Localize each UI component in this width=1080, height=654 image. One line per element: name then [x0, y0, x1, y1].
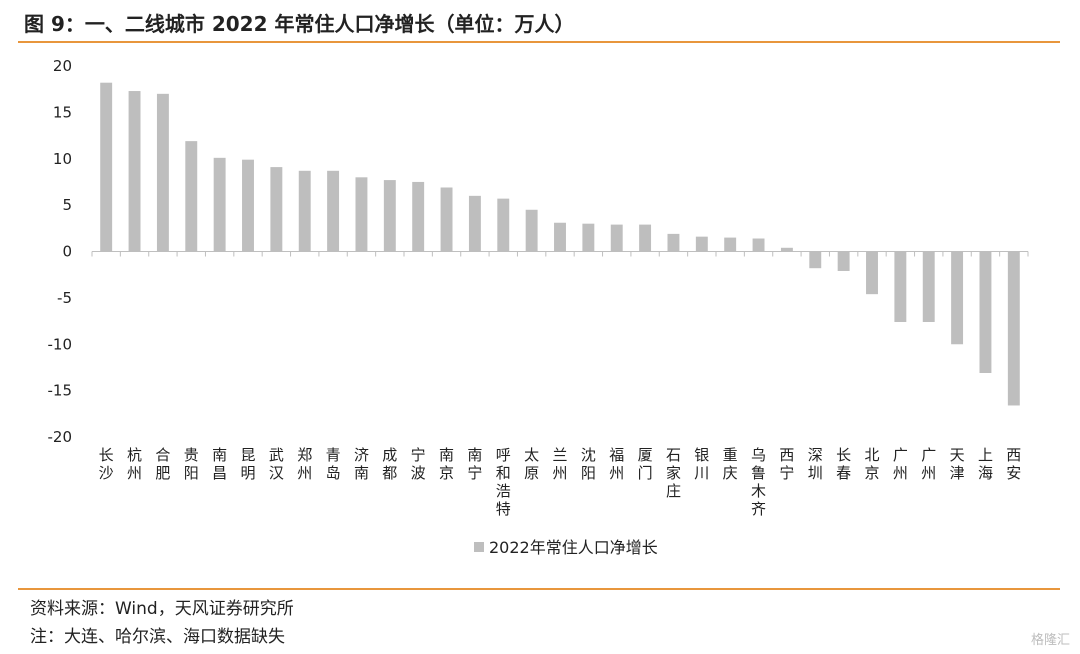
- category-label: 南昌: [212, 446, 227, 482]
- y-tick-label: -10: [48, 335, 73, 353]
- bar: [440, 187, 453, 252]
- y-tick-label: 15: [53, 103, 72, 121]
- bar: [922, 251, 935, 322]
- bar: [809, 251, 822, 269]
- source-note: 资料来源：Wind，天风证券研究所: [30, 599, 294, 619]
- bar: [383, 180, 396, 252]
- watermark-logo: 格隆汇: [1030, 633, 1070, 648]
- category-label: 长春: [836, 446, 851, 482]
- category-label: 上海: [978, 446, 993, 482]
- category-label: 石家庄: [666, 446, 681, 500]
- category-label: 兰州: [552, 446, 567, 482]
- category-label: 福州: [609, 446, 624, 482]
- title-divider: [18, 41, 1060, 43]
- legend-swatch: [474, 542, 484, 552]
- bar: [156, 93, 169, 252]
- bar: [667, 233, 680, 252]
- category-label: 宁波: [411, 446, 426, 482]
- category-label: 呼和浩特: [496, 446, 511, 518]
- y-tick-label: 20: [53, 57, 72, 75]
- bar: [525, 209, 538, 252]
- bar: [610, 224, 623, 252]
- footer-divider: [18, 588, 1060, 590]
- category-label: 贵阳: [184, 446, 199, 482]
- category-label: 武汉: [269, 446, 284, 482]
- bar: [412, 181, 425, 252]
- category-label: 广州: [921, 446, 936, 482]
- category-label: 青岛: [326, 446, 341, 482]
- category-label: 沈阳: [581, 446, 596, 482]
- bar: [355, 177, 368, 252]
- category-label: 广州: [893, 446, 908, 482]
- y-tick-label: -5: [57, 289, 72, 307]
- bar: [979, 251, 992, 374]
- category-label: 南京: [439, 446, 454, 482]
- category-label: 南宁: [467, 446, 482, 482]
- y-tick-label: 5: [62, 196, 72, 214]
- category-label: 郑州: [297, 446, 312, 482]
- category-label: 杭州: [127, 446, 142, 482]
- category-label: 深圳: [808, 446, 823, 482]
- bar: [554, 222, 566, 252]
- category-label: 厦门: [638, 446, 653, 482]
- category-label: 合肥: [155, 446, 170, 482]
- bar: [894, 251, 907, 322]
- bar: [298, 170, 311, 252]
- y-tick-label: 10: [53, 150, 72, 168]
- category-label: 西安: [1006, 446, 1021, 482]
- bar: [866, 251, 878, 295]
- bar: [270, 167, 283, 252]
- category-label: 昆明: [240, 446, 255, 482]
- legend-label: 2022年常住人口净增长: [489, 538, 658, 557]
- y-tick-label: -20: [48, 428, 73, 446]
- category-label: 天津: [950, 446, 965, 482]
- y-tick-label: -15: [48, 382, 73, 400]
- bar: [100, 82, 113, 252]
- category-label: 北京: [864, 446, 879, 482]
- page-title: 图 9：一、二线城市 2022 年常住人口净增长（单位：万人）: [24, 12, 575, 36]
- bar: [695, 236, 708, 252]
- category-label: 重庆: [723, 446, 738, 482]
- bar: [1007, 251, 1020, 406]
- category-label: 济南: [354, 446, 369, 482]
- bar-chart: 20 15 10 5 0 -5 -10 -15 -20 长沙杭州合肥贵阳南昌昆明武汉郑州青岛济南成…: [48, 57, 1029, 557]
- category-label: 长沙: [99, 446, 114, 482]
- bar: [213, 157, 226, 252]
- bar: [242, 159, 254, 252]
- category-label: 太原: [524, 446, 539, 482]
- bar: [724, 237, 737, 252]
- missing-data-note: 注：大连、哈尔滨、海口数据缺失: [30, 627, 285, 647]
- y-tick-label: 0: [62, 243, 72, 261]
- bar: [327, 170, 340, 252]
- bar: [639, 224, 652, 252]
- category-label: 西宁: [779, 446, 794, 482]
- bar: [185, 141, 198, 252]
- bar: [780, 247, 793, 252]
- bar: [497, 198, 510, 252]
- category-label: 银川: [694, 446, 709, 482]
- bar: [582, 223, 595, 252]
- bar: [951, 251, 964, 345]
- bar: [128, 91, 141, 252]
- bar: [752, 238, 765, 252]
- category-label: 乌鲁木齐: [751, 446, 766, 518]
- category-label: 成都: [382, 446, 397, 482]
- bar: [837, 251, 850, 271]
- bar: [468, 195, 481, 252]
